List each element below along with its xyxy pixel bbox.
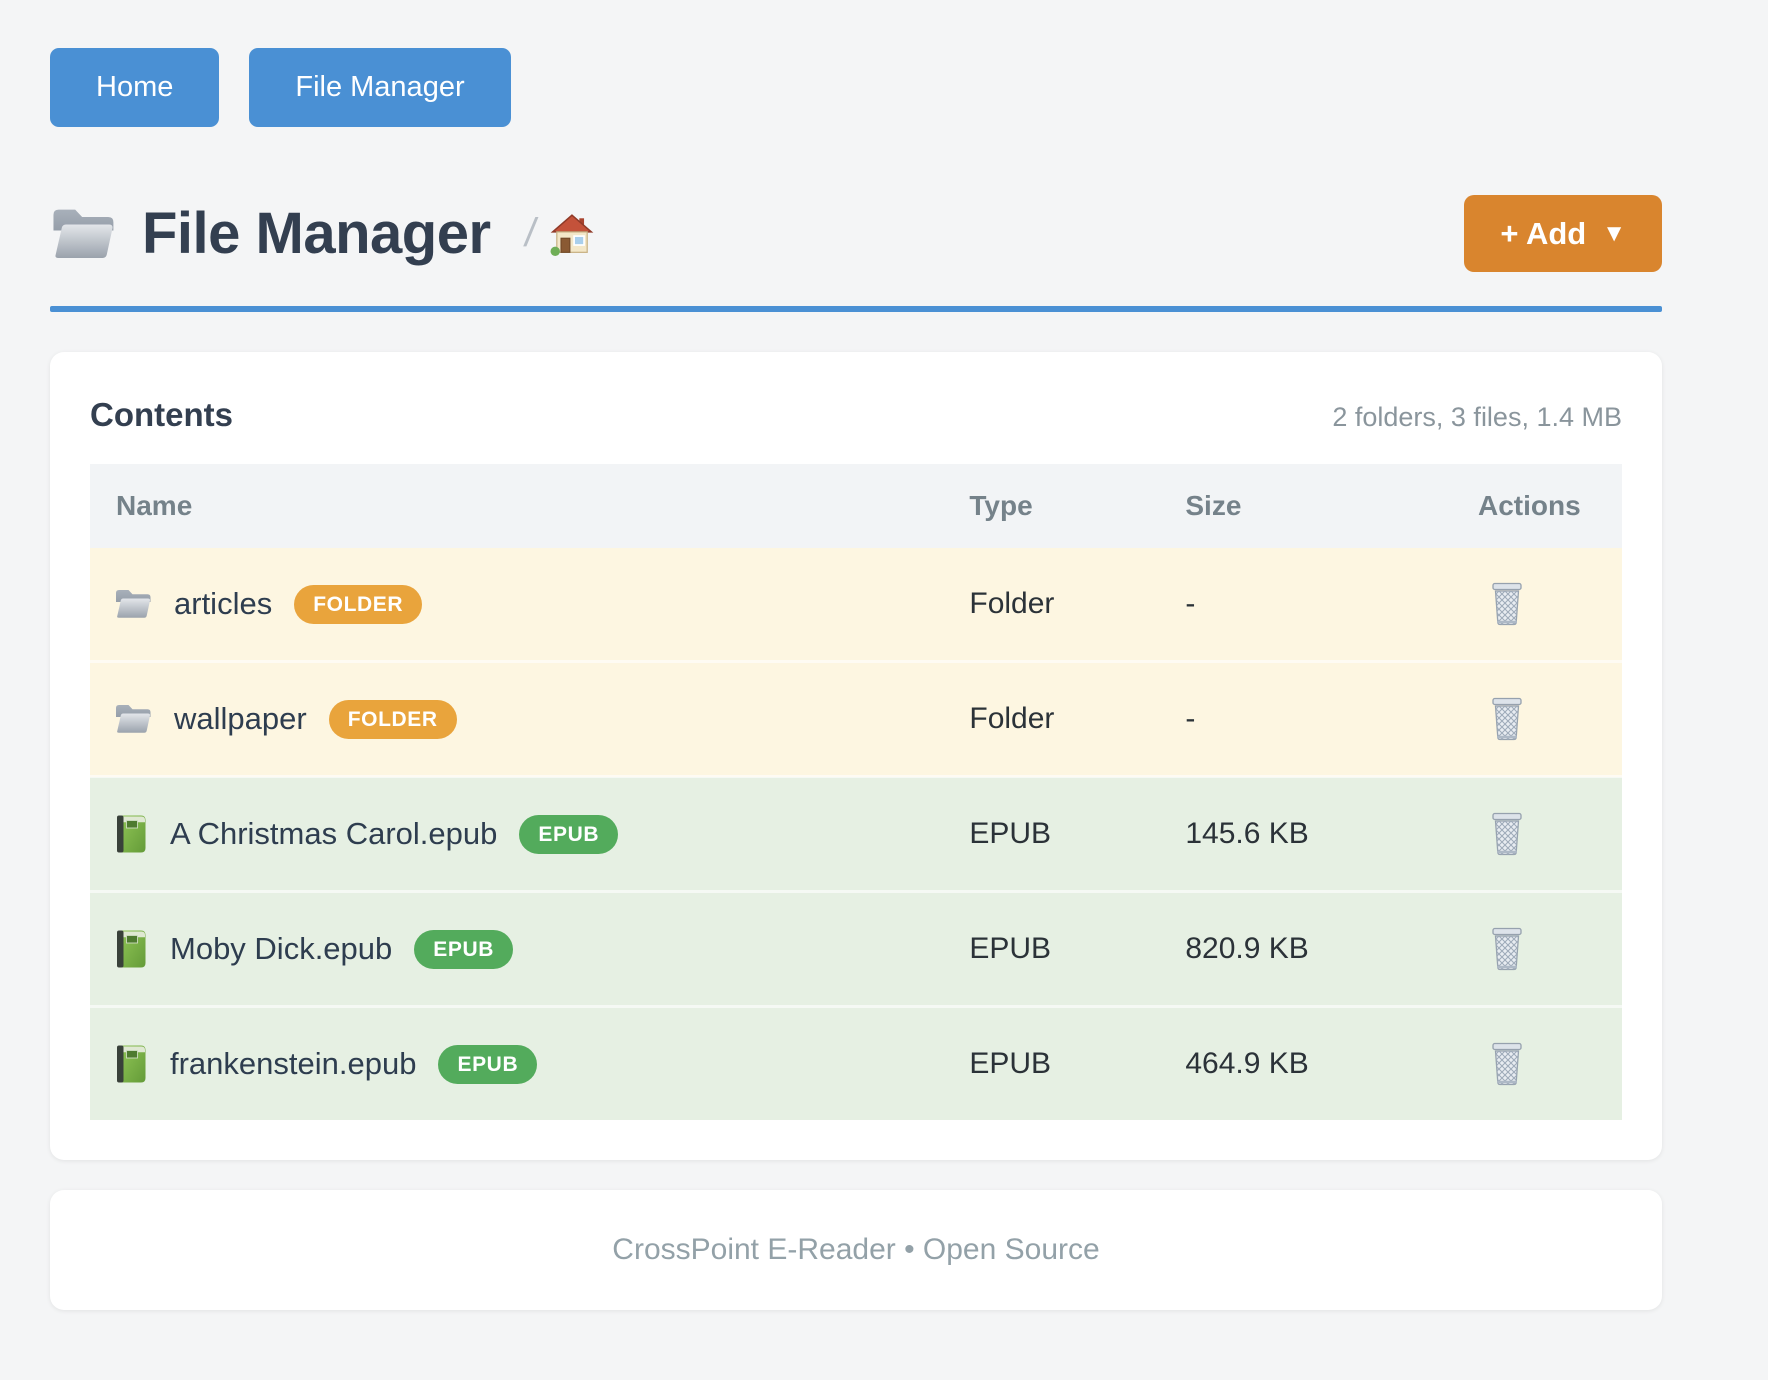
file-name-link[interactable]: wallpaper — [174, 701, 307, 736]
footer-card: CrossPoint E-Reader • Open Source — [50, 1190, 1662, 1310]
type-badge: EPUB — [438, 1044, 538, 1084]
type-badge: FOLDER — [328, 699, 457, 739]
file-type: EPUB — [969, 932, 1052, 965]
add-button-label: + Add — [1500, 216, 1587, 251]
trash-icon — [1490, 1042, 1524, 1087]
table-row: A Christmas Carol.epub EPUB EPUB 145.6 K… — [90, 776, 1622, 892]
file-table: Name Type Size Actions — [90, 464, 1622, 1120]
file-name-link[interactable]: Moby Dick.epub — [170, 931, 393, 966]
book-icon — [114, 929, 148, 969]
file-size: - — [1185, 587, 1196, 620]
file-name-link[interactable]: A Christmas Carol.epub — [170, 816, 498, 851]
delete-button[interactable] — [1490, 1042, 1524, 1087]
folder-icon — [114, 703, 152, 735]
breadcrumb-separator: / — [521, 211, 539, 255]
type-badge: EPUB — [414, 929, 514, 969]
trash-icon — [1490, 582, 1524, 627]
file-size: - — [1185, 702, 1196, 735]
name-cell: A Christmas Carol.epub EPUB — [90, 814, 969, 854]
name-cell: articles FOLDER — [90, 584, 969, 624]
delete-button[interactable] — [1490, 812, 1524, 857]
table-header-row: Name Type Size Actions — [90, 464, 1622, 548]
table-row: Moby Dick.epub EPUB EPUB 820.9 KB — [90, 891, 1622, 1007]
title-row: File Manager / + Add ▼ — [50, 195, 1662, 272]
book-icon — [114, 1044, 148, 1084]
file-table-body: articles FOLDER Folder - — [90, 548, 1622, 1120]
delete-button[interactable] — [1490, 582, 1524, 627]
contents-card: Contents 2 folders, 3 files, 1.4 MB Name… — [50, 352, 1662, 1160]
caret-down-icon: ▼ — [1602, 219, 1626, 247]
book-icon — [114, 814, 148, 854]
title-divider — [50, 306, 1662, 312]
name-cell: Moby Dick.epub EPUB — [90, 929, 969, 969]
name-cell: frankenstein.epub EPUB — [90, 1044, 969, 1084]
top-nav: Home File Manager — [50, 48, 1662, 127]
trash-icon — [1490, 927, 1524, 972]
column-header-name: Name — [90, 464, 970, 548]
trash-icon — [1490, 812, 1524, 857]
type-badge: FOLDER — [294, 584, 423, 624]
footer-text: CrossPoint E-Reader • Open Source — [612, 1233, 1100, 1266]
folder-icon — [50, 206, 116, 262]
title-left: File Manager / — [50, 200, 594, 267]
table-row: frankenstein.epub EPUB EPUB 464.9 KB — [90, 1006, 1622, 1120]
file-name-link[interactable]: frankenstein.epub — [170, 1046, 417, 1081]
file-size: 820.9 KB — [1185, 932, 1309, 965]
file-size: 464.9 KB — [1185, 1047, 1309, 1080]
nav-button-home[interactable]: Home — [50, 48, 220, 127]
card-header: Contents 2 folders, 3 files, 1.4 MB — [90, 396, 1622, 434]
table-row: articles FOLDER Folder - — [90, 548, 1622, 662]
column-header-size: Size — [1185, 464, 1478, 548]
table-row: wallpaper FOLDER Folder - — [90, 661, 1622, 777]
contents-summary: 2 folders, 3 files, 1.4 MB — [1332, 402, 1622, 432]
file-type: EPUB — [969, 1047, 1052, 1080]
page-title: File Manager — [142, 201, 491, 266]
delete-button[interactable] — [1490, 697, 1524, 742]
type-badge: EPUB — [519, 814, 619, 854]
delete-button[interactable] — [1490, 927, 1524, 972]
page: Home File Manager File Manager / — [50, 48, 1662, 1310]
card-heading: Contents — [90, 396, 233, 433]
file-name-link[interactable]: articles — [174, 586, 273, 621]
name-cell: wallpaper FOLDER — [90, 699, 969, 739]
file-type: Folder — [969, 587, 1055, 620]
file-type: EPUB — [969, 817, 1052, 850]
nav-button-file-manager[interactable]: File Manager — [249, 48, 511, 127]
column-header-actions: Actions — [1477, 464, 1622, 548]
column-header-type: Type — [969, 464, 1186, 548]
add-button[interactable]: + Add ▼ — [1464, 195, 1662, 272]
file-type: Folder — [969, 702, 1055, 735]
home-icon[interactable] — [550, 212, 594, 256]
trash-icon — [1490, 697, 1524, 742]
folder-icon — [114, 588, 152, 620]
file-size: 145.6 KB — [1185, 817, 1309, 850]
